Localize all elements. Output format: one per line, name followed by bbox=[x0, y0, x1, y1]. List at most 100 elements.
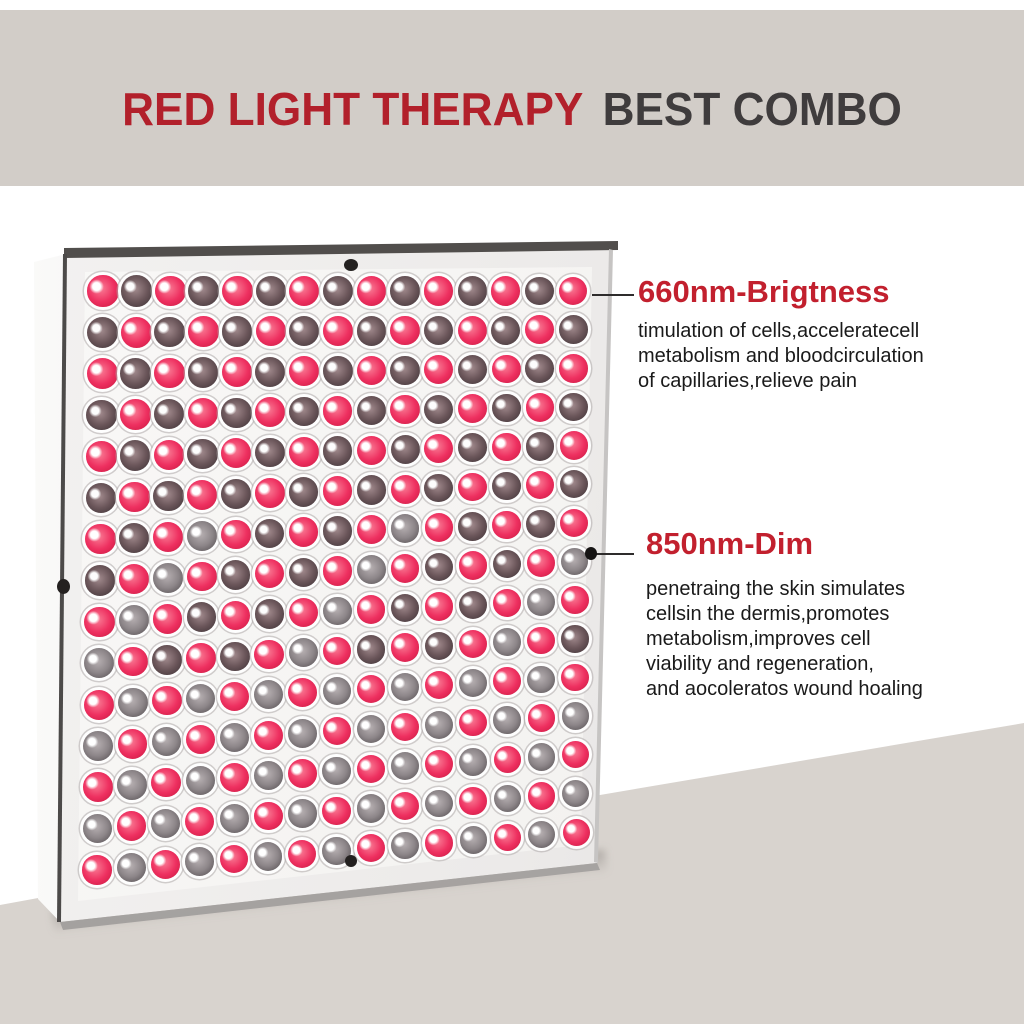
red-660nm-led bbox=[120, 399, 151, 430]
dark-850nm-led bbox=[185, 765, 215, 795]
dark-850nm-led bbox=[390, 672, 420, 702]
dark-850nm-led bbox=[322, 436, 353, 466]
callout-850-line bbox=[593, 552, 634, 555]
red-660nm-led bbox=[187, 479, 218, 510]
red-660nm-led bbox=[150, 850, 180, 880]
dark-850nm-led bbox=[288, 638, 318, 668]
dark-850nm-led bbox=[390, 514, 420, 544]
red-660nm-led bbox=[526, 548, 555, 577]
page-title: RED LIGHT THERAPY BEST COMBO bbox=[20, 82, 1003, 136]
red-660nm-led bbox=[119, 481, 150, 512]
dark-850nm-led bbox=[322, 516, 352, 546]
red-660nm-led bbox=[356, 515, 386, 545]
dark-850nm-led bbox=[459, 826, 488, 854]
dark-850nm-led bbox=[356, 634, 386, 664]
red-660nm-led bbox=[289, 275, 320, 307]
dark-850nm-led bbox=[322, 676, 352, 706]
red-660nm-led bbox=[153, 439, 184, 471]
dark-850nm-led bbox=[119, 440, 151, 471]
red-660nm-led bbox=[288, 597, 318, 628]
dark-850nm-led bbox=[457, 276, 487, 306]
dark-850nm-led bbox=[84, 648, 115, 679]
dark-850nm-led bbox=[458, 512, 487, 541]
dark-850nm-led bbox=[390, 434, 420, 465]
dark-850nm-led bbox=[356, 794, 385, 823]
red-660nm-led bbox=[492, 432, 521, 462]
red-660nm-led bbox=[83, 772, 113, 803]
dark-850nm-led bbox=[255, 356, 286, 387]
red-660nm-led bbox=[221, 438, 252, 469]
dark-850nm-led bbox=[424, 631, 454, 660]
dark-850nm-led bbox=[186, 684, 216, 714]
red-660nm-led bbox=[322, 396, 353, 426]
red-660nm-led bbox=[254, 639, 284, 670]
red-660nm-led bbox=[322, 556, 352, 586]
red-660nm-led bbox=[154, 275, 186, 307]
red-660nm-led bbox=[82, 855, 112, 885]
dark-850nm-led bbox=[493, 784, 522, 813]
red-660nm-led bbox=[116, 811, 147, 841]
dark-850nm-led bbox=[424, 394, 454, 424]
red-660nm-led bbox=[254, 720, 284, 750]
dark-850nm-led bbox=[220, 722, 250, 752]
red-660nm-led bbox=[322, 796, 351, 826]
red-660nm-led bbox=[492, 510, 521, 540]
red-660nm-led bbox=[390, 791, 419, 820]
dark-850nm-led bbox=[288, 799, 317, 828]
dark-850nm-led bbox=[525, 432, 555, 461]
red-660nm-led bbox=[322, 316, 353, 346]
callout-850-heading: 850nm-Dim bbox=[646, 526, 814, 561]
dark-850nm-led bbox=[322, 756, 351, 786]
dark-850nm-led bbox=[187, 357, 219, 388]
red-660nm-led bbox=[390, 474, 420, 504]
dark-850nm-led bbox=[322, 356, 353, 386]
dark-850nm-led bbox=[424, 552, 454, 582]
dark-850nm-led bbox=[83, 731, 114, 761]
dark-850nm-led bbox=[187, 520, 217, 551]
red-660nm-led bbox=[390, 712, 420, 741]
dark-850nm-led bbox=[491, 315, 521, 345]
red-660nm-led bbox=[186, 643, 216, 673]
dark-850nm-led bbox=[492, 628, 521, 657]
red-660nm-led bbox=[186, 561, 217, 592]
dark-850nm-led bbox=[390, 752, 419, 781]
red-660nm-led bbox=[253, 801, 283, 831]
red-660nm-led bbox=[356, 276, 387, 306]
red-660nm-led bbox=[561, 741, 590, 769]
dark-850nm-led bbox=[221, 316, 253, 347]
red-660nm-led bbox=[322, 636, 352, 666]
red-660nm-led bbox=[491, 276, 521, 306]
dark-850nm-led bbox=[323, 276, 353, 306]
red-660nm-led bbox=[84, 606, 115, 637]
red-660nm-led bbox=[423, 276, 454, 306]
red-660nm-led bbox=[525, 393, 555, 422]
red-660nm-led bbox=[185, 724, 216, 755]
dark-850nm-led bbox=[152, 562, 183, 593]
dark-850nm-led bbox=[117, 770, 147, 800]
dark-850nm-led bbox=[356, 714, 386, 744]
red-660nm-led bbox=[558, 276, 588, 306]
dark-850nm-led bbox=[288, 718, 318, 748]
red-660nm-led bbox=[560, 508, 589, 537]
red-660nm-led bbox=[86, 358, 118, 390]
dark-850nm-led bbox=[220, 641, 250, 671]
dark-850nm-led bbox=[116, 852, 146, 882]
dark-850nm-led bbox=[87, 316, 119, 348]
red-660nm-led bbox=[527, 782, 556, 810]
dark-850nm-led bbox=[186, 602, 217, 633]
red-660nm-led bbox=[356, 754, 385, 783]
dark-850nm-led bbox=[120, 357, 152, 389]
dark-850nm-led bbox=[288, 477, 319, 507]
red-660nm-led bbox=[424, 434, 454, 464]
callout-660-line bbox=[592, 294, 634, 296]
red-660nm-led bbox=[390, 315, 420, 346]
dark-850nm-led bbox=[459, 747, 488, 776]
red-660nm-led bbox=[458, 394, 487, 424]
dark-850nm-led bbox=[253, 842, 283, 871]
dark-850nm-led bbox=[390, 355, 420, 385]
dark-850nm-led bbox=[493, 706, 522, 735]
dark-850nm-led bbox=[119, 522, 150, 554]
dark-850nm-led bbox=[84, 565, 116, 596]
red-660nm-led bbox=[356, 674, 386, 704]
red-660nm-led bbox=[219, 844, 249, 874]
